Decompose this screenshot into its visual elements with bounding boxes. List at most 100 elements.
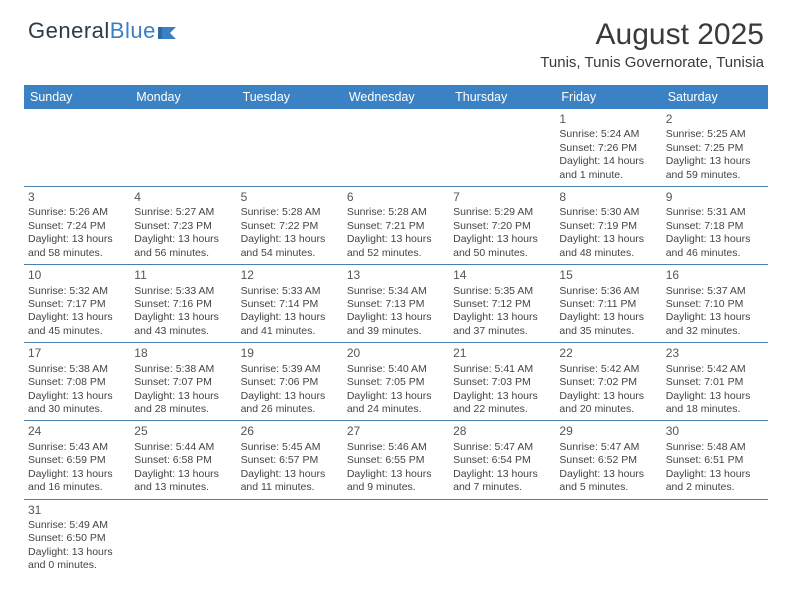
day-number: 7 xyxy=(453,190,551,205)
daylight-text: Daylight: 13 hours and 39 minutes. xyxy=(347,311,445,338)
day-number: 26 xyxy=(241,424,339,439)
calendar-cell: 2Sunrise: 5:25 AMSunset: 7:25 PMDaylight… xyxy=(662,109,768,186)
calendar-row: 24Sunrise: 5:43 AMSunset: 6:59 PMDayligh… xyxy=(24,421,768,499)
daylight-text: Daylight: 13 hours and 18 minutes. xyxy=(666,390,764,417)
daylight-text: Daylight: 13 hours and 7 minutes. xyxy=(453,468,551,495)
calendar-row: 31Sunrise: 5:49 AMSunset: 6:50 PMDayligh… xyxy=(24,500,768,577)
day-number: 9 xyxy=(666,190,764,205)
daylight-text: Daylight: 13 hours and 16 minutes. xyxy=(28,468,126,495)
calendar-cell: 14Sunrise: 5:35 AMSunset: 7:12 PMDayligh… xyxy=(449,265,555,342)
sunset-text: Sunset: 7:23 PM xyxy=(134,220,232,233)
sunrise-text: Sunrise: 5:29 AM xyxy=(453,206,551,219)
sunset-text: Sunset: 7:24 PM xyxy=(28,220,126,233)
daylight-text: Daylight: 13 hours and 5 minutes. xyxy=(559,468,657,495)
sunrise-text: Sunrise: 5:49 AM xyxy=(28,519,126,532)
location: Tunis, Tunis Governorate, Tunisia xyxy=(540,54,764,71)
calendar-cell xyxy=(24,109,130,186)
sunset-text: Sunset: 7:08 PM xyxy=(28,376,126,389)
day-number: 5 xyxy=(241,190,339,205)
sunrise-text: Sunrise: 5:36 AM xyxy=(559,285,657,298)
sunrise-text: Sunrise: 5:35 AM xyxy=(453,285,551,298)
day-number: 25 xyxy=(134,424,232,439)
calendar-cell xyxy=(130,500,236,577)
sunrise-text: Sunrise: 5:34 AM xyxy=(347,285,445,298)
sunset-text: Sunset: 7:26 PM xyxy=(559,142,657,155)
calendar-cell: 15 Sunrise: 5:36 AMSunset: 7:11 PMDayligh… xyxy=(555,265,661,342)
calendar-cell: 8Sunrise: 5:30 AMSunset: 7:19 PMDaylight… xyxy=(555,187,661,264)
calendar-cell: 1Sunrise: 5:24 AMSunset: 7:26 PMDaylight… xyxy=(555,109,661,186)
calendar-cell xyxy=(343,109,449,186)
sunset-text: Sunset: 6:55 PM xyxy=(347,454,445,467)
sunrise-text: Sunrise: 5:33 AM xyxy=(134,285,232,298)
day-number: 30 xyxy=(666,424,764,439)
sunrise-text: Sunrise: 5:38 AM xyxy=(28,363,126,376)
day-number: 20 xyxy=(347,346,445,361)
day-number: 17 xyxy=(28,346,126,361)
sunset-text: Sunset: 7:11 PM xyxy=(559,298,657,311)
sunrise-text: Sunrise: 5:48 AM xyxy=(666,441,764,454)
sunset-text: Sunset: 7:19 PM xyxy=(559,220,657,233)
sunset-text: Sunset: 7:16 PM xyxy=(134,298,232,311)
sunset-text: Sunset: 7:03 PM xyxy=(453,376,551,389)
day-number: 28 xyxy=(453,424,551,439)
calendar-row: 10Sunrise: 5:32 AMSunset: 7:17 PMDayligh… xyxy=(24,265,768,343)
calendar-row: 3Sunrise: 5:26 AMSunset: 7:24 PMDaylight… xyxy=(24,187,768,265)
day-number: 11 xyxy=(134,268,232,283)
sunset-text: Sunset: 7:13 PM xyxy=(347,298,445,311)
sunset-text: Sunset: 6:52 PM xyxy=(559,454,657,467)
calendar-cell: 11Sunrise: 5:33 AMSunset: 7:16 PMDayligh… xyxy=(130,265,236,342)
sunrise-text: Sunrise: 5:47 AM xyxy=(453,441,551,454)
sunset-text: Sunset: 7:01 PM xyxy=(666,376,764,389)
daylight-text: Daylight: 13 hours and 41 minutes. xyxy=(241,311,339,338)
sunrise-text: Sunrise: 5:47 AM xyxy=(559,441,657,454)
day-number: 4 xyxy=(134,190,232,205)
daylight-text: Daylight: 13 hours and 52 minutes. xyxy=(347,233,445,260)
daylight-text: Daylight: 13 hours and 11 minutes. xyxy=(241,468,339,495)
sunset-text: Sunset: 7:06 PM xyxy=(241,376,339,389)
sunrise-text: Sunrise: 5:40 AM xyxy=(347,363,445,376)
daylight-text: Daylight: 13 hours and 35 minutes. xyxy=(559,311,657,338)
sunset-text: Sunset: 7:05 PM xyxy=(347,376,445,389)
daylight-text: Daylight: 13 hours and 56 minutes. xyxy=(134,233,232,260)
day-number: 15 xyxy=(559,268,657,283)
daylight-text: Daylight: 13 hours and 26 minutes. xyxy=(241,390,339,417)
sunset-text: Sunset: 7:21 PM xyxy=(347,220,445,233)
sunset-text: Sunset: 6:54 PM xyxy=(453,454,551,467)
calendar-cell: 22Sunrise: 5:42 AMSunset: 7:02 PMDayligh… xyxy=(555,343,661,420)
weekday-header: Saturday xyxy=(662,85,768,109)
sunrise-text: Sunrise: 5:39 AM xyxy=(241,363,339,376)
sunset-text: Sunset: 7:20 PM xyxy=(453,220,551,233)
calendar-cell: 16Sunrise: 5:37 AMSunset: 7:10 PMDayligh… xyxy=(662,265,768,342)
sunset-text: Sunset: 6:51 PM xyxy=(666,454,764,467)
daylight-text: Daylight: 13 hours and 50 minutes. xyxy=(453,233,551,260)
calendar-cell: 27Sunrise: 5:46 AMSunset: 6:55 PMDayligh… xyxy=(343,421,449,498)
sunrise-text: Sunrise: 5:37 AM xyxy=(666,285,764,298)
daylight-text: Daylight: 13 hours and 13 minutes. xyxy=(134,468,232,495)
day-number: 23 xyxy=(666,346,764,361)
day-number: 3 xyxy=(28,190,126,205)
calendar-cell: 5Sunrise: 5:28 AMSunset: 7:22 PMDaylight… xyxy=(237,187,343,264)
daylight-text: Daylight: 13 hours and 28 minutes. xyxy=(134,390,232,417)
calendar-cell: 17Sunrise: 5:38 AMSunset: 7:08 PMDayligh… xyxy=(24,343,130,420)
sunset-text: Sunset: 7:10 PM xyxy=(666,298,764,311)
month-title: August 2025 xyxy=(540,18,764,52)
day-number: 22 xyxy=(559,346,657,361)
daylight-text: Daylight: 13 hours and 0 minutes. xyxy=(28,546,126,573)
calendar-cell: 31Sunrise: 5:49 AMSunset: 6:50 PMDayligh… xyxy=(24,500,130,577)
sunrise-text: Sunrise: 5:38 AM xyxy=(134,363,232,376)
day-number: 1 xyxy=(559,112,657,127)
calendar-cell xyxy=(130,109,236,186)
calendar-cell: 21Sunrise: 5:41 AMSunset: 7:03 PMDayligh… xyxy=(449,343,555,420)
daylight-text: Daylight: 13 hours and 32 minutes. xyxy=(666,311,764,338)
calendar-cell: 12Sunrise: 5:33 AMSunset: 7:14 PMDayligh… xyxy=(237,265,343,342)
calendar-cell: 7Sunrise: 5:29 AMSunset: 7:20 PMDaylight… xyxy=(449,187,555,264)
day-number: 24 xyxy=(28,424,126,439)
sunrise-text: Sunrise: 5:45 AM xyxy=(241,441,339,454)
flag-icon xyxy=(158,23,180,39)
sunrise-text: Sunrise: 5:28 AM xyxy=(241,206,339,219)
sunrise-text: Sunrise: 5:44 AM xyxy=(134,441,232,454)
weekday-header: Tuesday xyxy=(237,85,343,109)
sunrise-text: Sunrise: 5:25 AM xyxy=(666,128,764,141)
sunrise-text: Sunrise: 5:32 AM xyxy=(28,285,126,298)
sunrise-text: Sunrise: 5:24 AM xyxy=(559,128,657,141)
